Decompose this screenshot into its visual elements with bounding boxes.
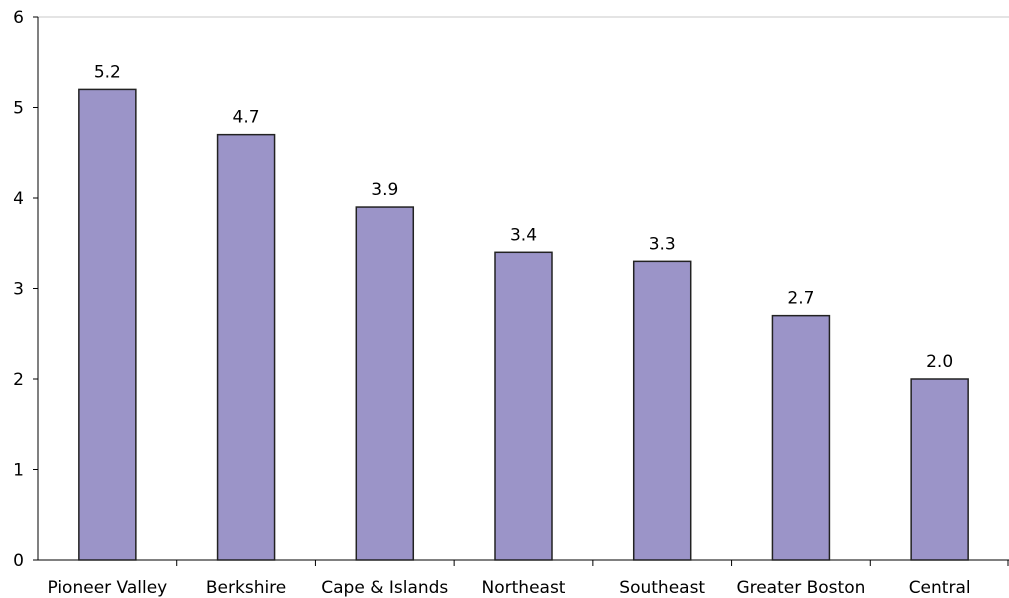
y-tick-label: 6	[13, 8, 24, 28]
data-label: 2.0	[926, 352, 953, 372]
data-label: 3.4	[510, 225, 537, 245]
y-tick-label: 1	[13, 461, 24, 481]
data-label: 3.9	[371, 180, 398, 200]
data-label: 4.7	[233, 108, 260, 128]
labels: 0 1 2 3 4 5 6 5.2 Pioneer Valley 4.7 Berkshire 3.9 C…	[13, 8, 970, 598]
bar	[494, 251, 553, 561]
x-category-label: Central	[909, 578, 971, 598]
x-category-label: Northeast	[482, 578, 566, 598]
bar	[216, 133, 276, 561]
x-category-label: Greater Boston	[736, 578, 865, 598]
bar	[910, 378, 969, 561]
y-tick-label: 2	[13, 370, 24, 390]
bar	[355, 206, 415, 561]
bar	[78, 88, 137, 561]
bar	[632, 260, 692, 561]
data-label: 3.3	[649, 234, 676, 254]
y-tick-label: 3	[13, 280, 24, 300]
x-category-label: Berkshire	[206, 578, 286, 598]
x-category-label: Cape & Islands	[321, 578, 448, 598]
x-category-label: Southeast	[619, 578, 705, 598]
x-category-label: Pioneer Valley	[47, 578, 167, 598]
data-label: 5.2	[94, 62, 121, 82]
y-tick-label: 4	[13, 189, 24, 209]
y-tick-label: 5	[13, 99, 24, 119]
data-label: 2.7	[787, 289, 814, 309]
bar	[771, 314, 831, 561]
bars	[78, 88, 969, 561]
y-tick-label: 0	[13, 551, 24, 571]
